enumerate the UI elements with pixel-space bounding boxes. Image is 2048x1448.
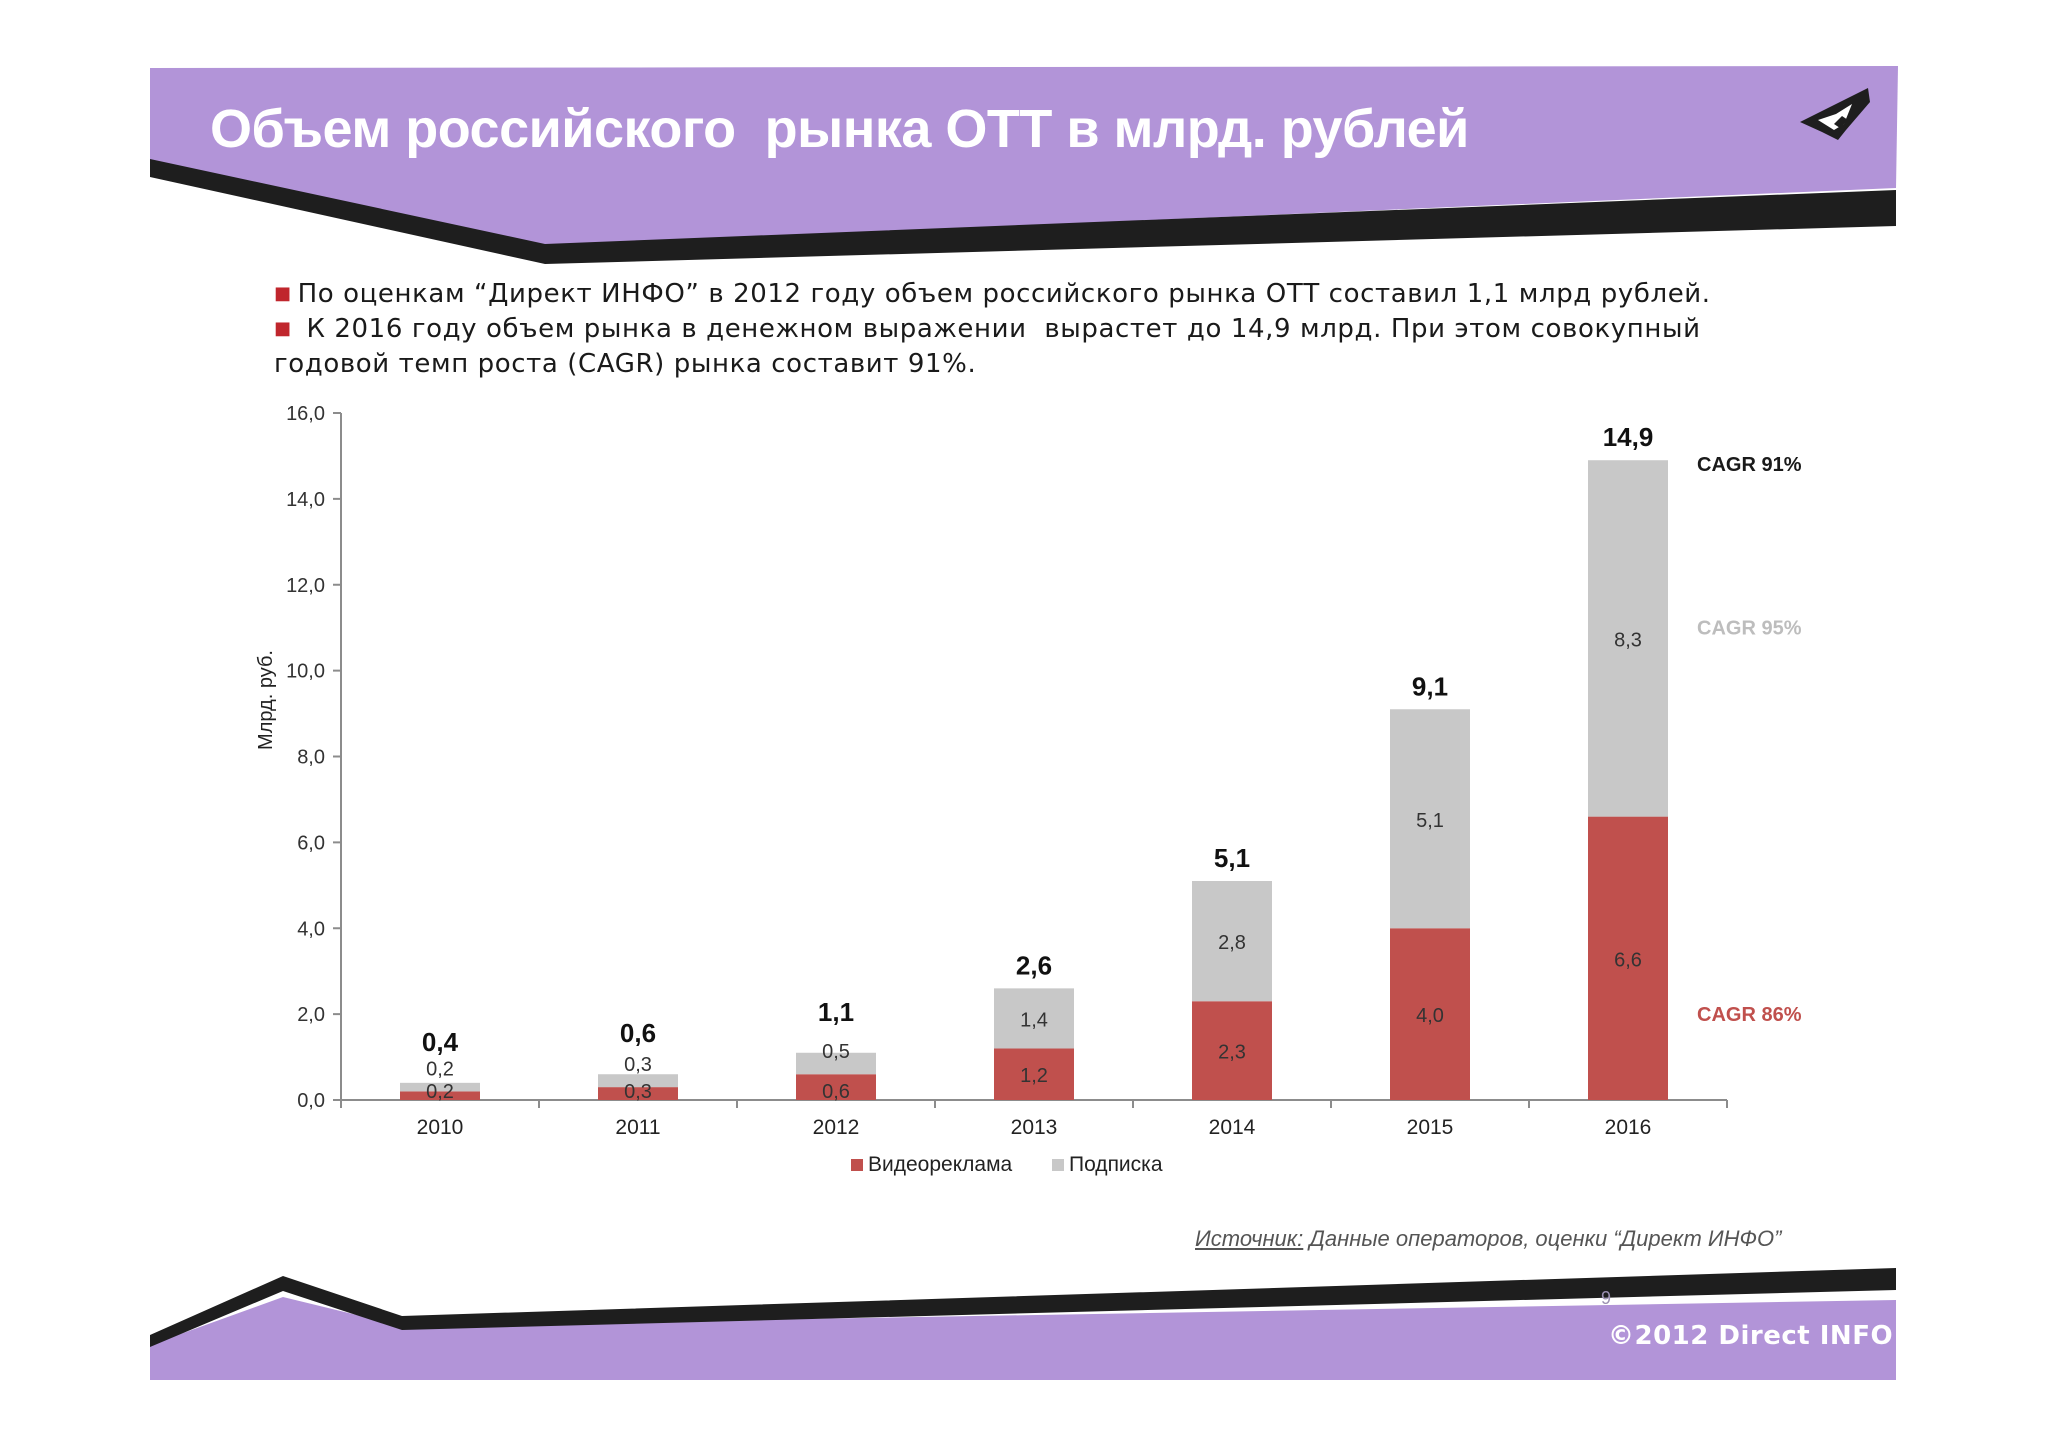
- data-label-subscription: 8,3: [1614, 629, 1642, 651]
- x-tick-label: 2016: [1605, 1116, 1652, 1139]
- legend-label-video-ads: Видеореклама: [868, 1153, 1013, 1176]
- data-label-subscription: 5,1: [1416, 810, 1444, 832]
- y-tick-label: 2,0: [297, 1004, 325, 1026]
- bar-video-ads: [1192, 1001, 1272, 1100]
- bar-subscription: [400, 1082, 480, 1092]
- bullet-item: ■ К 2016 году объем рынка в денежном выр…: [274, 313, 1814, 381]
- total-label: 2,6: [1016, 950, 1052, 980]
- x-tick-label: 2010: [417, 1116, 464, 1139]
- bar-subscription: [796, 1052, 876, 1075]
- header-swoosh: [150, 159, 1896, 264]
- bar-video-ads: [796, 1074, 876, 1100]
- legend-label-subscription: Подписка: [1069, 1153, 1163, 1176]
- data-label-subscription: 0,2: [426, 1058, 454, 1080]
- y-tick-label: 16,0: [286, 403, 325, 425]
- source-note: Источник: Данные операторов, оценки “Дир…: [1195, 1226, 1795, 1252]
- data-label-video-ads: 0,3: [624, 1081, 652, 1103]
- x-tick-label: 2011: [615, 1116, 660, 1139]
- bar-subscription: [1390, 709, 1470, 929]
- bullet-marker-icon: ■: [274, 318, 292, 339]
- source-text: Данные операторов, оценки “Директ ИНФО”: [1303, 1226, 1782, 1251]
- legend-swatch-subscription: [1052, 1159, 1064, 1171]
- x-tick-label: 2015: [1407, 1116, 1454, 1139]
- direct-info-logo-icon: [1800, 88, 1870, 140]
- y-axis-title: Млрд. руб.: [255, 650, 277, 750]
- header-band: [150, 66, 1898, 246]
- data-label-video-ads: 2,3: [1218, 1042, 1246, 1064]
- bar-video-ads: [1390, 928, 1470, 1100]
- y-tick-label: 0,0: [297, 1090, 325, 1112]
- page-title: Объем российского рынка ОТТ в млрд. рубл…: [210, 99, 1469, 159]
- bar-video-ads: [994, 1048, 1074, 1100]
- cagr-annotation: CAGR 95%: [1697, 618, 1802, 640]
- data-label-subscription: 0,3: [624, 1054, 652, 1076]
- data-label-video-ads: 6,6: [1614, 949, 1642, 971]
- summary-bullets: ■ По оценкам “Директ ИНФО” в 2012 году об…: [274, 278, 1814, 381]
- bar-subscription: [1192, 881, 1272, 1002]
- data-label-subscription: 2,8: [1218, 932, 1246, 954]
- bar-video-ads: [400, 1091, 480, 1100]
- cagr-annotation: CAGR 86%: [1697, 1004, 1802, 1026]
- footer-swoosh: [150, 1268, 1896, 1347]
- total-label: 14,9: [1603, 422, 1654, 452]
- x-tick-label: 2014: [1209, 1116, 1256, 1139]
- bar-video-ads: [598, 1087, 678, 1100]
- y-tick-label: 12,0: [286, 575, 325, 597]
- data-label-video-ads: 0,6: [822, 1081, 850, 1103]
- bullet-text: По оценкам “Директ ИНФО” в 2012 году объ…: [297, 279, 1711, 309]
- bar-subscription: [598, 1074, 678, 1088]
- bar-subscription: [1588, 460, 1668, 817]
- y-tick-label: 4,0: [297, 918, 325, 940]
- bullet-item: ■ По оценкам “Директ ИНФО” в 2012 году об…: [274, 278, 1814, 313]
- total-label: 5,1: [1214, 843, 1250, 873]
- x-tick-label: 2013: [1011, 1116, 1058, 1139]
- total-label: 1,1: [818, 997, 854, 1027]
- data-label-subscription: 0,5: [822, 1041, 850, 1063]
- bar-video-ads: [1588, 816, 1668, 1100]
- data-label-video-ads: 0,2: [426, 1081, 454, 1103]
- data-label-video-ads: 1,2: [1020, 1065, 1048, 1087]
- bullet-text: К 2016 году объем рынка в денежном выраж…: [274, 314, 1710, 379]
- page-number: 9: [1601, 1288, 1612, 1308]
- bar-subscription: [994, 988, 1074, 1049]
- bullet-marker-icon: ■: [274, 283, 292, 304]
- footer-band: [150, 1297, 1896, 1380]
- total-label: 0,4: [422, 1027, 459, 1057]
- y-tick-label: 14,0: [286, 489, 325, 511]
- y-tick-label: 10,0: [286, 661, 325, 683]
- copyright: ©2012 Direct INFO: [1608, 1321, 1894, 1351]
- x-tick-label: 2012: [813, 1116, 860, 1139]
- y-tick-label: 8,0: [297, 747, 325, 769]
- data-label-subscription: 1,4: [1020, 1009, 1048, 1031]
- data-label-video-ads: 4,0: [1416, 1005, 1444, 1027]
- y-tick-label: 6,0: [297, 832, 325, 854]
- source-label: Источник:: [1195, 1226, 1304, 1251]
- total-label: 9,1: [1412, 671, 1448, 701]
- legend-swatch-video-ads: [851, 1159, 863, 1171]
- total-label: 0,6: [620, 1018, 656, 1048]
- cagr-annotation: CAGR 91%: [1697, 454, 1802, 476]
